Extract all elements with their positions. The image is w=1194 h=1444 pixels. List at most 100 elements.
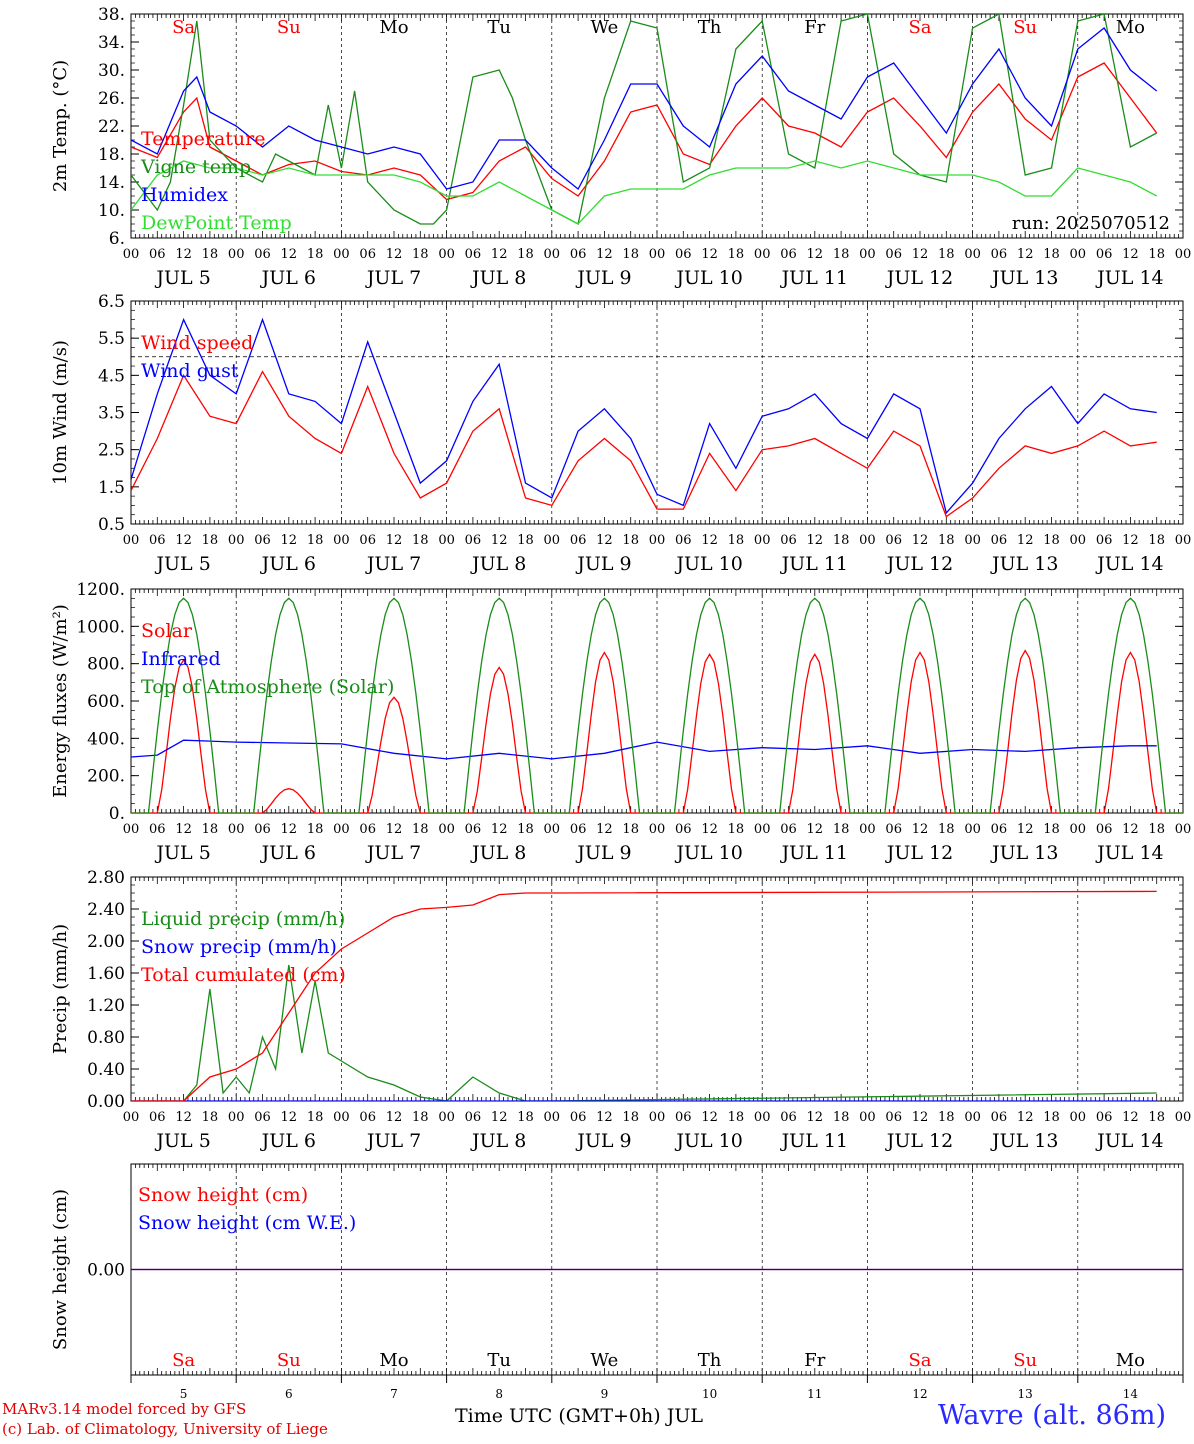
x-hour-label: 12 — [807, 822, 824, 837]
x-hour-label: 12 — [596, 533, 613, 548]
x-hour-label: 00 — [649, 533, 666, 548]
y-tick-label: 26. — [98, 89, 125, 109]
day-number-label: 5 — [180, 1387, 188, 1401]
x-date-label: JUL 12 — [885, 553, 953, 575]
y-tick-label: 0.40 — [87, 1060, 125, 1080]
x-hour-label: 00 — [1175, 533, 1192, 548]
x-date-label: JUL 8 — [470, 842, 526, 864]
x-hour-label: 00 — [1070, 247, 1087, 262]
x-hour-label: 18 — [833, 1110, 850, 1125]
x-hour-label: 18 — [517, 533, 534, 548]
x-hour-label: 18 — [833, 822, 850, 837]
x-date-label: JUL 9 — [575, 842, 631, 864]
x-hour-label: 12 — [1017, 247, 1034, 262]
x-date-label: JUL 5 — [154, 267, 210, 289]
x-hour-label: 00 — [333, 1110, 350, 1125]
y-tick-label: 0. — [109, 804, 125, 824]
x-hour-label: 06 — [991, 822, 1008, 837]
x-hour-label: 12 — [807, 533, 824, 548]
x-date-label: JUL 6 — [260, 1130, 316, 1152]
x-axis-title: Time UTC (GMT+0h) JUL — [455, 1405, 703, 1427]
day-number-label: 9 — [601, 1387, 609, 1401]
x-date-label: JUL 14 — [1095, 1130, 1163, 1152]
x-hour-label: 00 — [544, 533, 561, 548]
weekday-label: Sa — [908, 17, 931, 38]
x-hour-label: 06 — [885, 1110, 902, 1125]
x-hour-label: 00 — [123, 533, 140, 548]
x-date-label: JUL 12 — [885, 842, 953, 864]
x-hour-label: 12 — [386, 1110, 403, 1125]
x-hour-label: 18 — [202, 247, 219, 262]
x-hour-label: 00 — [859, 247, 876, 262]
y-tick-label: 600. — [87, 692, 125, 712]
legend-entry: Snow height (cm W.E.) — [138, 1212, 356, 1234]
x-date-label: JUL 13 — [990, 553, 1058, 575]
x-hour-label: 06 — [149, 1110, 166, 1125]
weekday-label: Su — [1013, 17, 1037, 38]
x-hour-label: 06 — [1096, 533, 1113, 548]
x-date-label: JUL 12 — [885, 1130, 953, 1152]
day-number-label: 10 — [702, 1387, 717, 1401]
weekday-label: Mo — [379, 17, 408, 38]
x-hour-label: 12 — [701, 247, 718, 262]
x-hour-label: 18 — [833, 533, 850, 548]
y-tick-label: 6. — [109, 229, 125, 249]
x-hour-label: 06 — [359, 822, 376, 837]
x-hour-label: 18 — [728, 822, 745, 837]
x-hour-label: 00 — [964, 822, 981, 837]
x-hour-label: 00 — [649, 247, 666, 262]
y-tick-label: 34. — [98, 33, 125, 53]
y-tick-label: 14. — [98, 173, 125, 193]
x-hour-label: 12 — [596, 1110, 613, 1125]
panel-precip: 2.80 2.40 2.00 1.60 1.20 0.80 0.40 0.00 Precip (… — [50, 868, 1191, 1152]
x-date-label: JUL 11 — [780, 553, 848, 575]
y-tick-label: 18. — [98, 145, 125, 165]
x-hour-label: 18 — [412, 1110, 429, 1125]
series-line-dewpoint-temp — [131, 160, 1158, 225]
x-hour-label: 06 — [149, 533, 166, 548]
panel-energy: 1200. 1000. 800. 600. 400. 200. 0. Energy fluxe… — [50, 580, 1191, 864]
x-date-label: JUL 6 — [260, 267, 316, 289]
day-number-label: 13 — [1018, 1387, 1033, 1401]
x-hour-label: 12 — [701, 822, 718, 837]
series-line-wind-speed — [131, 370, 1157, 518]
x-hour-label: 12 — [175, 533, 192, 548]
y-axis-label: 2m Temp. (°C) — [50, 60, 71, 192]
x-hour-label: 12 — [491, 822, 508, 837]
x-hour-label: 00 — [1175, 822, 1192, 837]
x-hour-label: 12 — [386, 247, 403, 262]
panel-frame — [130, 588, 1184, 814]
y-tick-label: 0.80 — [87, 1028, 125, 1048]
x-hour-label: 06 — [149, 247, 166, 262]
x-hour-label: 06 — [780, 533, 797, 548]
x-date-label: JUL 7 — [365, 1130, 421, 1152]
x-hour-label: 12 — [912, 533, 929, 548]
x-hour-label: 00 — [1070, 1110, 1087, 1125]
x-hour-label: 12 — [596, 822, 613, 837]
y-tick-label: 22. — [98, 117, 125, 137]
x-hour-label: 00 — [333, 533, 350, 548]
x-date-label: JUL 5 — [154, 1130, 210, 1152]
x-hour-label: 12 — [1017, 1110, 1034, 1125]
x-hour-label: 00 — [438, 247, 455, 262]
x-hour-label: 06 — [885, 822, 902, 837]
x-date-label: JUL 11 — [780, 842, 848, 864]
y-tick-label: 1200. — [76, 580, 125, 600]
day-number-label: 8 — [495, 1387, 503, 1401]
x-hour-label: 00 — [859, 1110, 876, 1125]
x-hour-label: 00 — [754, 533, 771, 548]
x-date-label: JUL 12 — [885, 267, 953, 289]
weekday-label: Th — [698, 17, 722, 38]
x-hour-label: 00 — [964, 1110, 981, 1125]
weekday-label: We — [591, 17, 619, 38]
series-line-vigne-temp — [131, 14, 1158, 225]
weekday-label: Fr — [804, 1350, 825, 1371]
y-tick-label: 2.40 — [87, 900, 125, 920]
x-hour-label: 18 — [1043, 247, 1060, 262]
y-axis-label: Snow height (cm) — [50, 1189, 71, 1350]
x-hour-label: 00 — [1175, 247, 1192, 262]
x-date-label: JUL 10 — [674, 267, 742, 289]
x-hour-label: 00 — [228, 533, 245, 548]
y-axis-label: Energy fluxes (W/m²) — [50, 604, 71, 798]
x-hour-label: 00 — [228, 822, 245, 837]
